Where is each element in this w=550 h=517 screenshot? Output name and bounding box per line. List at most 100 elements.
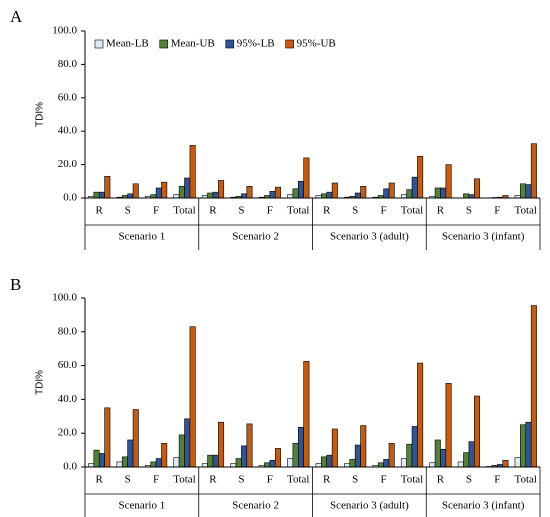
bar — [321, 193, 328, 199]
bar — [303, 157, 310, 199]
bar — [269, 459, 276, 468]
bar — [326, 454, 333, 468]
bar — [104, 175, 111, 199]
legend-label: 95%-UB — [297, 38, 336, 50]
bar — [502, 459, 509, 468]
bar — [264, 462, 271, 468]
x-tick-label: Total — [173, 474, 195, 486]
bar — [344, 463, 351, 468]
bar — [212, 191, 219, 199]
bar — [212, 454, 219, 468]
bar — [161, 443, 168, 468]
bar — [525, 421, 532, 468]
x-tick-label: Total — [515, 205, 537, 217]
x-tick-label: S — [352, 205, 358, 217]
y-tick-label: 20.0 — [58, 427, 78, 439]
legend-swatch — [225, 39, 235, 49]
bar — [468, 194, 475, 199]
legend-label: Mean-UB — [171, 38, 215, 50]
x-tick-label: R — [437, 205, 445, 217]
bar — [474, 178, 481, 199]
bar — [315, 463, 322, 468]
bar — [246, 423, 253, 468]
bar — [457, 461, 464, 468]
bar — [434, 439, 441, 468]
y-tick-label: 0.0 — [63, 192, 77, 204]
bar — [429, 462, 436, 468]
x-tick-label: S — [238, 205, 244, 217]
x-tick-label: Total — [401, 205, 423, 217]
bar — [463, 193, 470, 199]
x-tick-label: Total — [287, 474, 309, 486]
bar — [445, 164, 452, 199]
bar — [184, 418, 191, 468]
bar — [383, 459, 390, 468]
x-tick-label: F — [153, 205, 159, 217]
y-tick-label: 40.0 — [58, 125, 78, 137]
bar — [292, 443, 299, 468]
legend-label: Mean-LB — [106, 38, 149, 50]
x-tick-label: F — [494, 205, 500, 217]
bar — [269, 191, 276, 199]
bar — [150, 194, 157, 199]
bar — [218, 421, 225, 468]
bar — [530, 143, 537, 199]
bar — [287, 194, 294, 199]
bar — [246, 186, 253, 199]
bar — [189, 326, 196, 468]
legend-label: 95%-LB — [237, 38, 275, 50]
bar — [88, 463, 95, 468]
bar — [155, 458, 162, 468]
bar — [189, 145, 196, 199]
y-tick-label: 80.0 — [58, 58, 78, 70]
panel-label: B — [10, 275, 21, 294]
x-tick-label: S — [352, 474, 358, 486]
bar — [468, 441, 475, 468]
bar — [331, 428, 338, 468]
bar — [121, 456, 128, 468]
x-tick-label: R — [323, 205, 331, 217]
bar — [400, 194, 407, 199]
bar — [474, 395, 481, 468]
x-tick-label: R — [96, 474, 104, 486]
bar — [274, 448, 281, 468]
group-label: Scenario 2 — [232, 231, 279, 243]
bar — [230, 463, 237, 468]
bar — [530, 305, 537, 468]
y-axis-label: TDI% — [35, 370, 46, 395]
y-tick-label: 100.0 — [52, 25, 77, 37]
group-label: Scenario 1 — [119, 500, 166, 512]
bar — [463, 452, 470, 468]
bar — [331, 182, 338, 199]
bar — [116, 461, 123, 468]
x-tick-label: S — [466, 474, 472, 486]
y-axis-label: TDI% — [35, 102, 46, 127]
bar — [127, 193, 134, 199]
bar — [241, 445, 248, 468]
bar — [354, 192, 361, 199]
bar — [178, 434, 185, 468]
bar — [173, 194, 180, 199]
panel-label: A — [10, 7, 23, 26]
bar — [235, 458, 242, 468]
bar — [360, 186, 367, 199]
bar — [93, 449, 100, 468]
bar — [127, 439, 134, 468]
x-tick-label: R — [96, 205, 104, 217]
bar — [520, 424, 527, 468]
bar — [400, 458, 407, 468]
bar — [93, 191, 100, 199]
bar — [388, 182, 395, 199]
bar — [161, 181, 168, 199]
y-tick-label: 100.0 — [52, 292, 77, 304]
bar — [297, 181, 304, 199]
bar — [514, 457, 521, 468]
bar — [411, 426, 418, 468]
bar — [207, 192, 214, 199]
bar — [287, 458, 294, 468]
y-tick-label: 80.0 — [58, 325, 78, 337]
bar — [150, 461, 157, 468]
legend-swatch — [285, 39, 294, 49]
bar — [218, 180, 225, 199]
x-tick-label: Total — [287, 205, 309, 217]
